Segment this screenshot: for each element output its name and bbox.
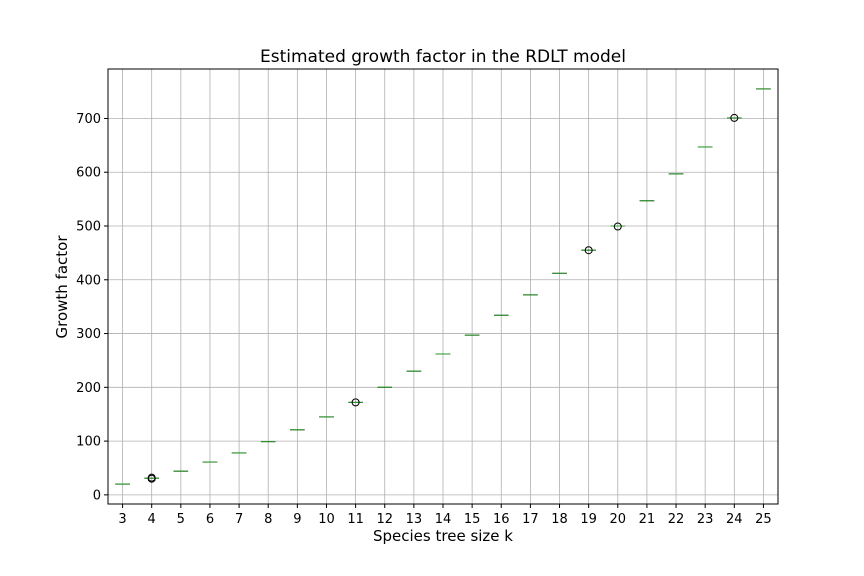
y-tick-label: 200 (76, 381, 101, 396)
x-tick-label: 9 (293, 512, 301, 527)
x-tick-label: 3 (118, 512, 126, 527)
y-tick-label: 0 (93, 488, 101, 503)
x-tick-label: 24 (726, 512, 743, 527)
x-tick-label: 11 (347, 512, 364, 527)
outlier-point (584, 246, 593, 255)
x-tick-label: 21 (639, 512, 656, 527)
grid-layer (108, 69, 778, 504)
outlier-point (351, 398, 360, 407)
x-tick-label: 17 (522, 512, 539, 527)
x-tick-label: 18 (551, 512, 568, 527)
x-tick-label: 22 (668, 512, 685, 527)
box-layer (115, 88, 771, 485)
x-tick-label: 5 (177, 512, 185, 527)
y-tick-label: 100 (76, 435, 101, 450)
y-tick-label: 400 (76, 273, 101, 288)
x-tick-label: 8 (264, 512, 272, 527)
chart-title: Estimated growth factor in the RDLT mode… (260, 47, 626, 67)
x-tick-label: 13 (406, 512, 423, 527)
y-axis-label: Growth factor (53, 235, 71, 339)
outlier-point (147, 473, 156, 482)
x-tick-label: 10 (318, 512, 335, 527)
outlier-point (730, 113, 739, 122)
x-tick-label: 15 (464, 512, 481, 527)
x-axis-label: Species tree size k (373, 527, 513, 545)
x-tick-label: 20 (610, 512, 627, 527)
x-tick-label: 14 (435, 512, 452, 527)
y-tick-label: 300 (76, 327, 101, 342)
x-tick-label: 25 (755, 512, 772, 527)
y-tick-label: 600 (76, 166, 101, 181)
x-tick-label: 12 (376, 512, 393, 527)
x-tick-label: 19 (580, 512, 597, 527)
outlier-point (613, 222, 622, 231)
tick-layer: 3 4 5 6 7 8 9 10 11 12 13 14 15 16 17 18 19 20 21 22 23 24 25 0… (76, 112, 772, 527)
y-tick-label: 500 (76, 220, 101, 235)
x-tick-label: 6 (206, 512, 214, 527)
x-tick-label: 7 (235, 512, 243, 527)
y-tick-label: 700 (76, 112, 101, 127)
x-tick-label: 4 (148, 512, 156, 527)
x-tick-label: 16 (493, 512, 510, 527)
x-tick-label: 23 (697, 512, 714, 527)
